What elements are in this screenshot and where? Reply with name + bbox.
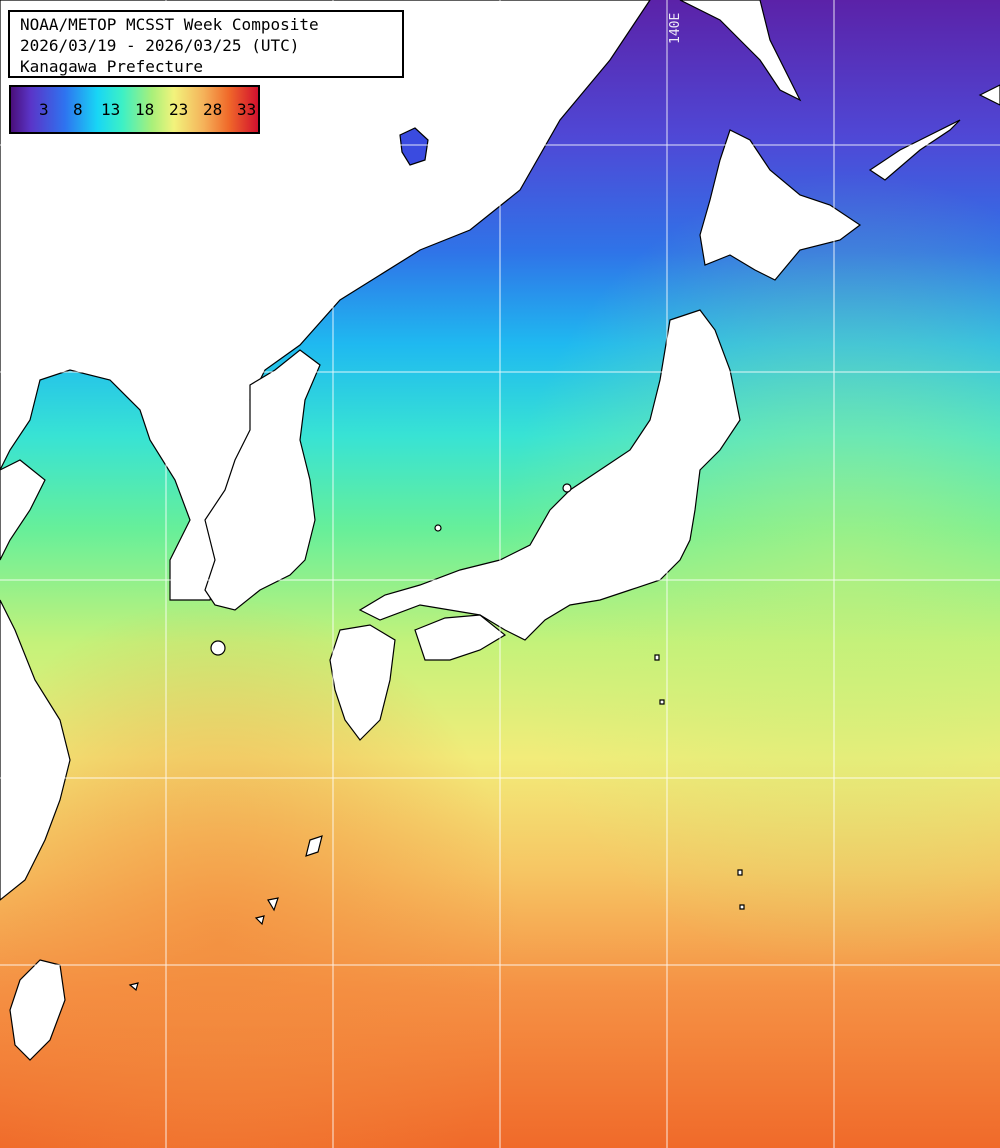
title-line-dates: 2026/03/19 - 2026/03/25 (UTC) [20,36,300,55]
legend-tick-3: 3 [39,100,49,119]
ryukyu-islands [128,835,323,992]
izu-islands [654,654,745,910]
legend-tick-13: 13 [101,100,121,119]
temperature-color-legend: 3 8 13 18 23 28 33 [9,85,260,134]
china-coast [0,459,71,901]
korean-peninsula [204,349,321,611]
sakhalin [679,0,802,102]
legend-tick-23: 23 [169,100,189,119]
taiwan [9,959,66,1061]
land-masses [0,0,1000,1061]
legend-tick-28: 28 [203,100,223,119]
shikoku [414,614,507,661]
sakhalin-island-west [399,127,429,166]
latitude-label: 40N [16,354,40,369]
oki-island [434,524,442,532]
title-line-product: NOAA/METOP MCSST Week Composite [20,15,319,34]
kuril-islands [868,84,1000,181]
sado-island [562,483,572,493]
longitude-label: 140E [668,12,683,44]
map-title-box: NOAA/METOP MCSST Week Composite 2026/03/… [8,10,404,78]
title-line-region: Kanagawa Prefecture [20,57,204,76]
legend-tick-18: 18 [135,100,155,119]
jeju-island [210,640,226,656]
legend-tick-33: 33 [237,100,257,119]
legend-tick-8: 8 [73,100,83,119]
